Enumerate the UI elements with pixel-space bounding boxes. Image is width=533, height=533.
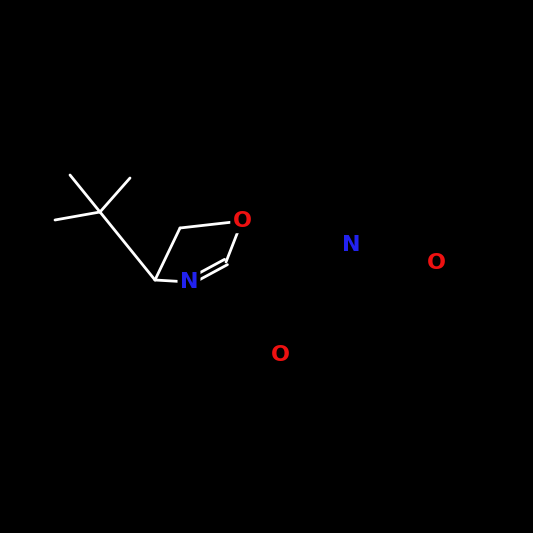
Text: O: O [271, 345, 289, 365]
Text: N: N [342, 235, 360, 255]
Text: N: N [180, 272, 198, 292]
Text: O: O [426, 253, 446, 273]
Text: O: O [232, 211, 252, 231]
